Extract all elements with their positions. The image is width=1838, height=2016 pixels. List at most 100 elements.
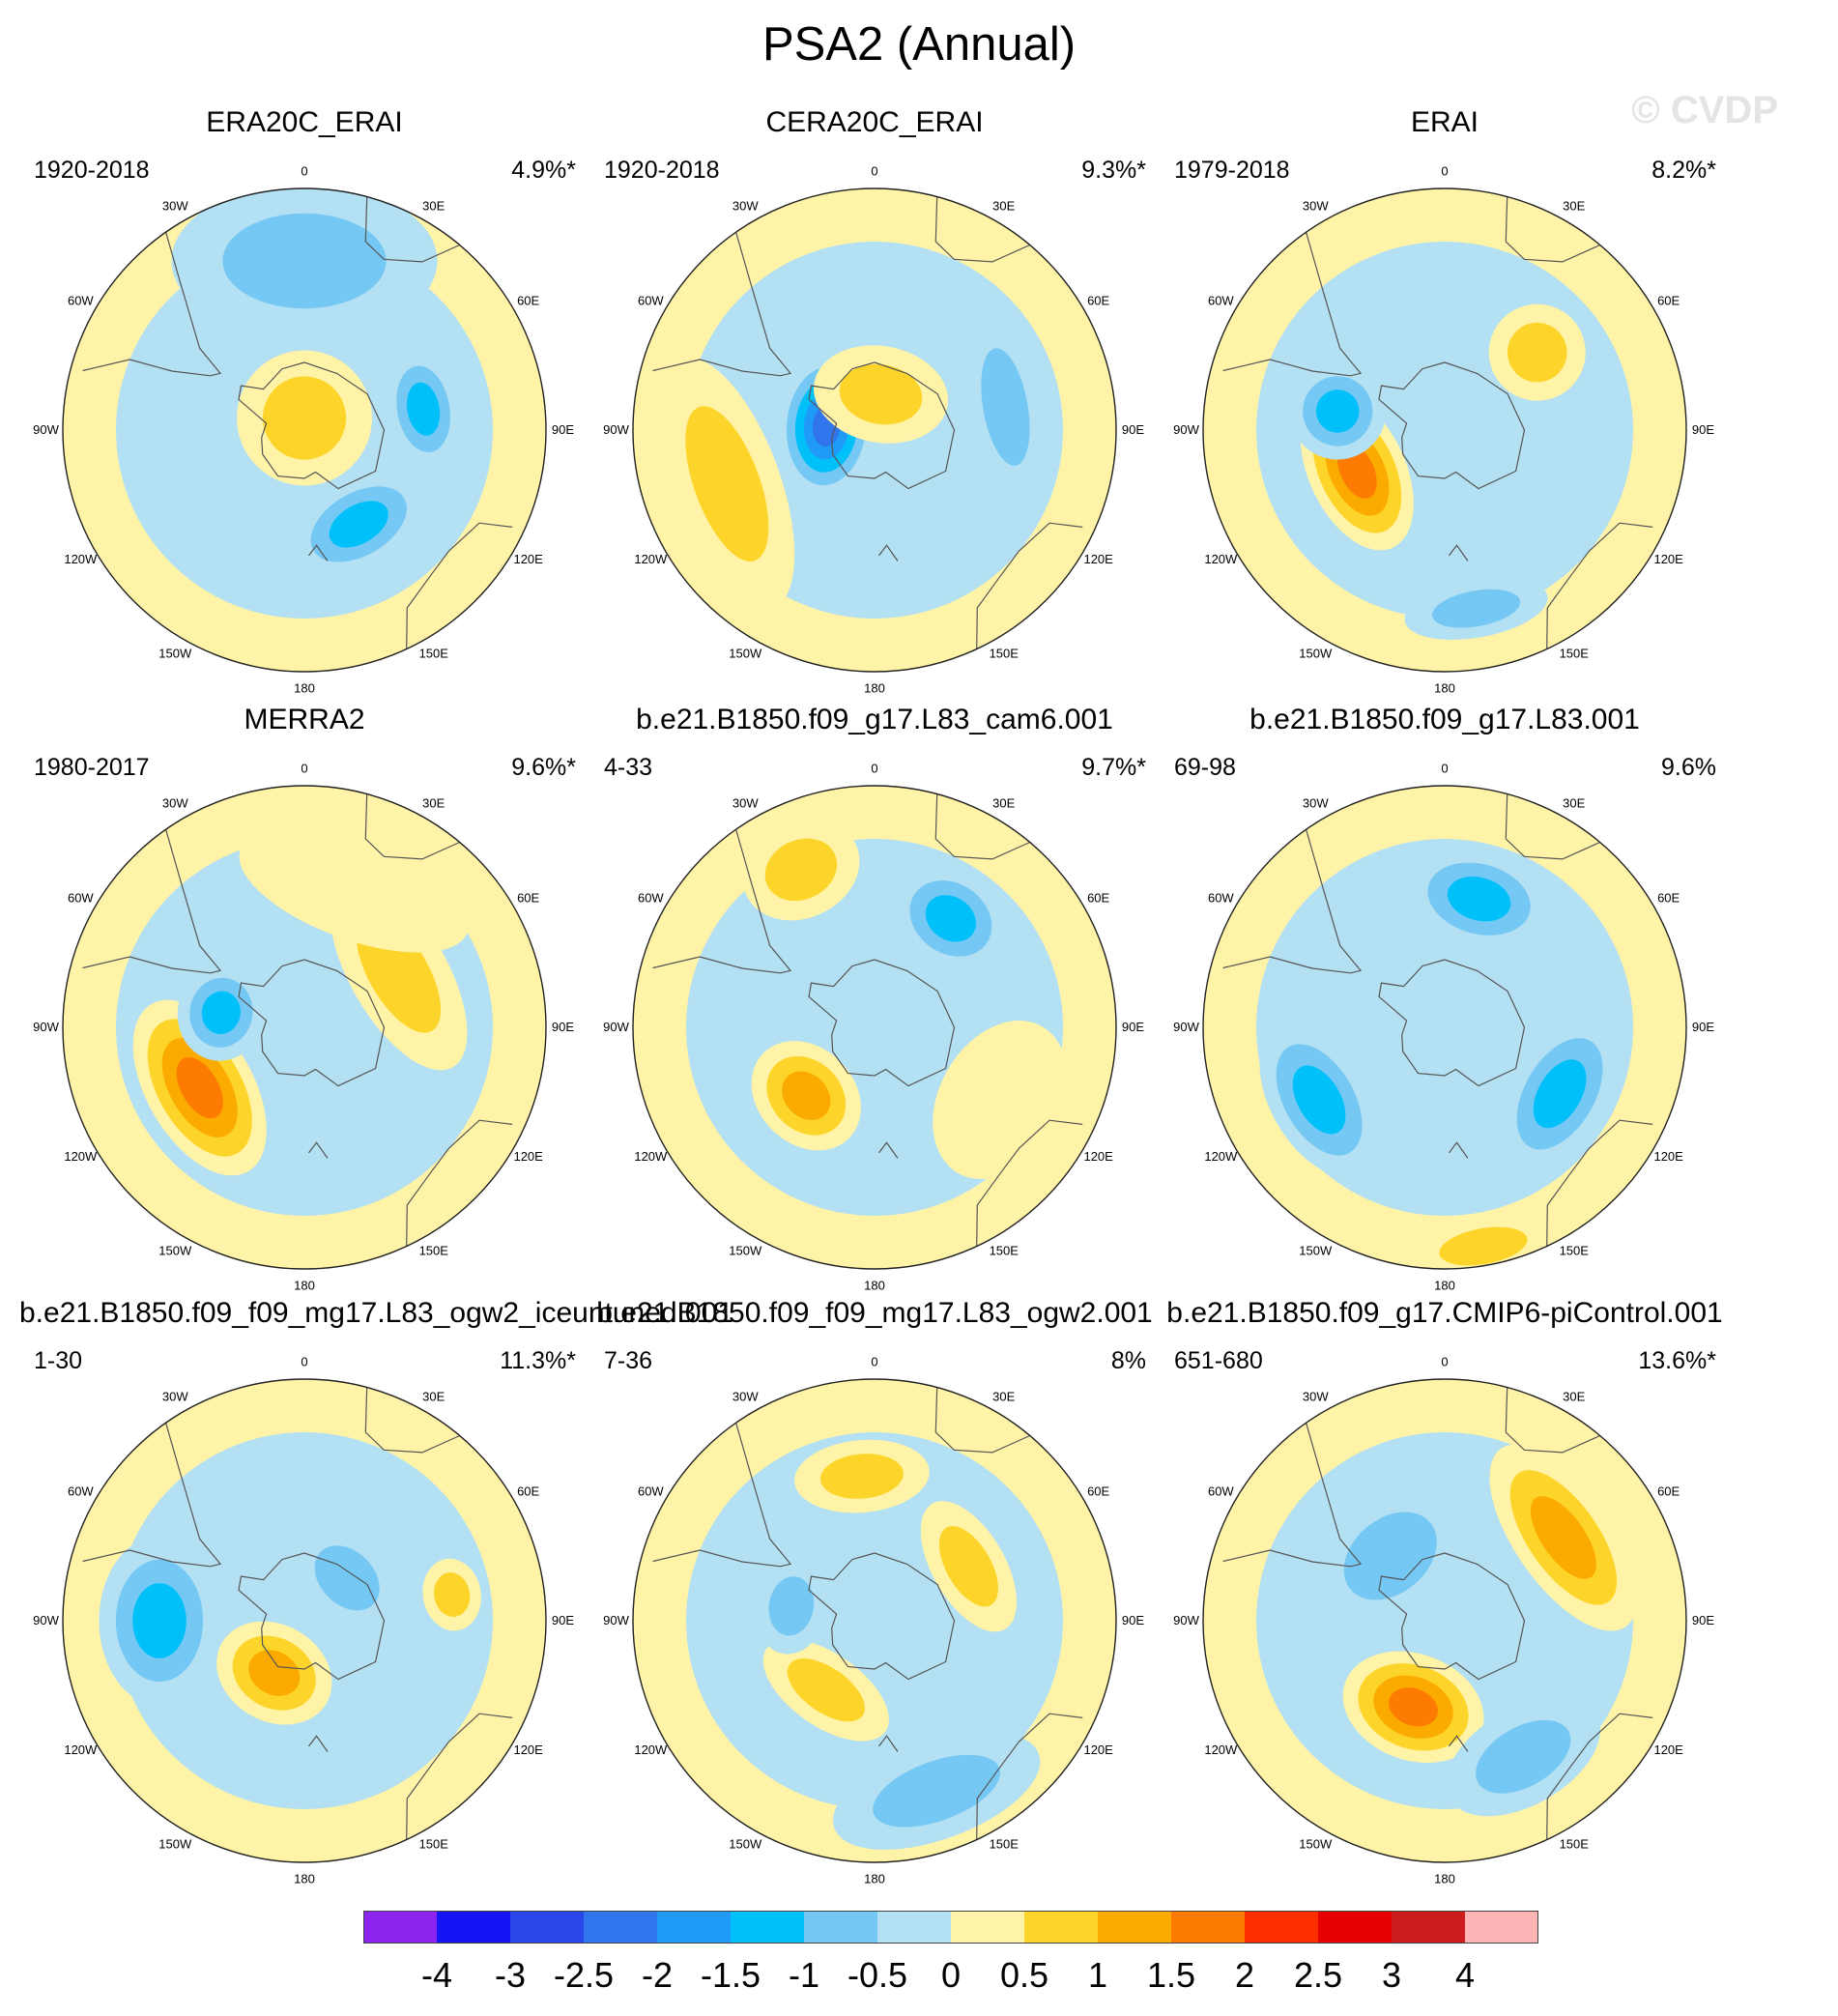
anomaly-contour	[925, 895, 976, 942]
anomaly-contour	[787, 1658, 865, 1722]
longitude-label: 0	[1441, 164, 1448, 179]
longitude-label: 90W	[1173, 1613, 1199, 1627]
longitude-label: 180	[1434, 1279, 1455, 1293]
panel-title: ERAI	[1410, 106, 1479, 138]
colorbar-swatch	[584, 1911, 657, 1944]
longitude-label: 90E	[1122, 422, 1144, 437]
map-border	[632, 785, 1117, 1270]
panel-years: 7-36	[604, 1347, 653, 1374]
longitude-label: 150E	[990, 1837, 1020, 1852]
anomaly-contour	[819, 1454, 904, 1499]
coastline	[808, 361, 956, 490]
coastline	[82, 1423, 222, 1568]
map-border	[1202, 1378, 1687, 1863]
longitude-label: 0	[301, 762, 307, 776]
coastline	[1449, 1735, 1469, 1752]
colorbar-label: 1	[1087, 1955, 1108, 1995]
anomaly-contour	[1292, 1065, 1346, 1135]
longitude-label: 60W	[638, 293, 664, 307]
colorbar-swatch	[804, 1911, 877, 1944]
longitude-label: 60E	[1657, 293, 1680, 307]
anomaly-contour	[685, 406, 769, 562]
longitude-label: 90E	[1692, 422, 1714, 437]
longitude-label: 150E	[1560, 1837, 1590, 1852]
longitude-label: 120W	[634, 1149, 668, 1164]
longitude-label: 90E	[1692, 1613, 1714, 1627]
longitude-label: 180	[864, 1872, 885, 1886]
colorbar-label: 0	[940, 1955, 962, 1995]
longitude-label: 120E	[513, 1742, 543, 1757]
longitude-label: 150E	[1560, 647, 1590, 661]
coastline	[1505, 1387, 1600, 1454]
longitude-label: 30E	[1563, 795, 1585, 810]
map-panel: ERA20C_ERAI 1920-2018 4.9%* 0 30E 60E 90E 120E 1…	[19, 106, 589, 706]
anomaly-contour	[176, 1056, 223, 1119]
panel-years: 4-33	[604, 754, 653, 781]
longitude-label: 30W	[162, 198, 188, 213]
coastline	[1546, 522, 1653, 649]
colorbar-swatch	[1024, 1911, 1098, 1944]
longitude-label: 90W	[603, 422, 629, 437]
coastline	[82, 829, 222, 974]
anomaly-contour	[938, 1526, 998, 1607]
coastline	[364, 196, 460, 263]
panel-years: 651-680	[1174, 1347, 1263, 1374]
map-border	[62, 1378, 547, 1863]
anomaly-contour	[239, 829, 470, 953]
coastline	[406, 1713, 513, 1840]
anomaly-contour	[1431, 589, 1521, 628]
coastline	[1378, 959, 1526, 1087]
coastline	[878, 544, 899, 562]
colorbar-label: 1.5	[1146, 1955, 1196, 1995]
coastline	[238, 1552, 386, 1681]
longitude-label: 150E	[419, 1837, 449, 1852]
longitude-label: 60E	[517, 1483, 539, 1498]
colorbar-swatch	[1318, 1911, 1392, 1944]
panel-title: b.e21.B1850.f09_f09_mg17.L83_ogw2_iceunt…	[19, 1297, 733, 1329]
polar-map: 0 30E 60E 90E 120E 150E 180 150W 120W 90W 60W 30W	[603, 762, 1144, 1293]
longitude-label: 0	[301, 164, 307, 179]
panel-variance-pct: 9.6%	[1661, 754, 1716, 781]
panel-years: 1920-2018	[34, 157, 150, 184]
longitude-label: 60W	[1208, 890, 1234, 905]
panel-title: b.e21.B1850.f09_g17.L83.001	[1249, 704, 1640, 735]
longitude-label: 120W	[1204, 1149, 1238, 1164]
longitude-label: 30W	[1303, 1389, 1329, 1403]
anomaly-contour	[201, 991, 241, 1034]
colorbar-label: 0.5	[999, 1955, 1049, 1995]
longitude-label: 120E	[1083, 1742, 1113, 1757]
coastline	[976, 522, 1083, 649]
coastline	[308, 1735, 329, 1752]
longitude-label: 120W	[634, 552, 668, 566]
longitude-label: 90W	[603, 1020, 629, 1034]
coastline	[808, 959, 956, 1087]
longitude-label: 150W	[158, 1244, 192, 1258]
anomaly-contour	[768, 1576, 815, 1636]
map-border	[62, 187, 547, 673]
longitude-label: 120E	[1653, 1149, 1683, 1164]
coastline	[82, 232, 222, 377]
map-border	[632, 187, 1117, 673]
anomaly-contour	[981, 348, 1030, 466]
panel-title: b.e21.B1850.f09_f09_mg17.L83_ogw2.001	[596, 1297, 1153, 1329]
coastline	[1449, 1141, 1469, 1159]
panel-title: CERA20C_ERAI	[765, 106, 984, 138]
panel-years: 1-30	[34, 1347, 83, 1374]
longitude-label: 90W	[1173, 422, 1199, 437]
colorbar-swatch	[1465, 1911, 1538, 1944]
colorbar-label: -4	[420, 1955, 453, 1995]
longitude-label: 60E	[1087, 890, 1109, 905]
longitude-label: 60E	[1657, 890, 1680, 905]
anomaly-contour	[782, 1071, 831, 1120]
longitude-label: 120W	[64, 1149, 98, 1164]
longitude-label: 60W	[1208, 1483, 1234, 1498]
coastline	[364, 1387, 460, 1454]
longitude-label: 0	[301, 1355, 307, 1369]
coastline	[238, 361, 386, 490]
colorbar-label: -2	[641, 1955, 674, 1995]
panel-variance-pct: 13.6%*	[1638, 1347, 1716, 1374]
longitude-label: 0	[871, 762, 877, 776]
longitude-label: 30E	[992, 795, 1015, 810]
longitude-label: 90E	[552, 422, 574, 437]
longitude-label: 120E	[513, 1149, 543, 1164]
